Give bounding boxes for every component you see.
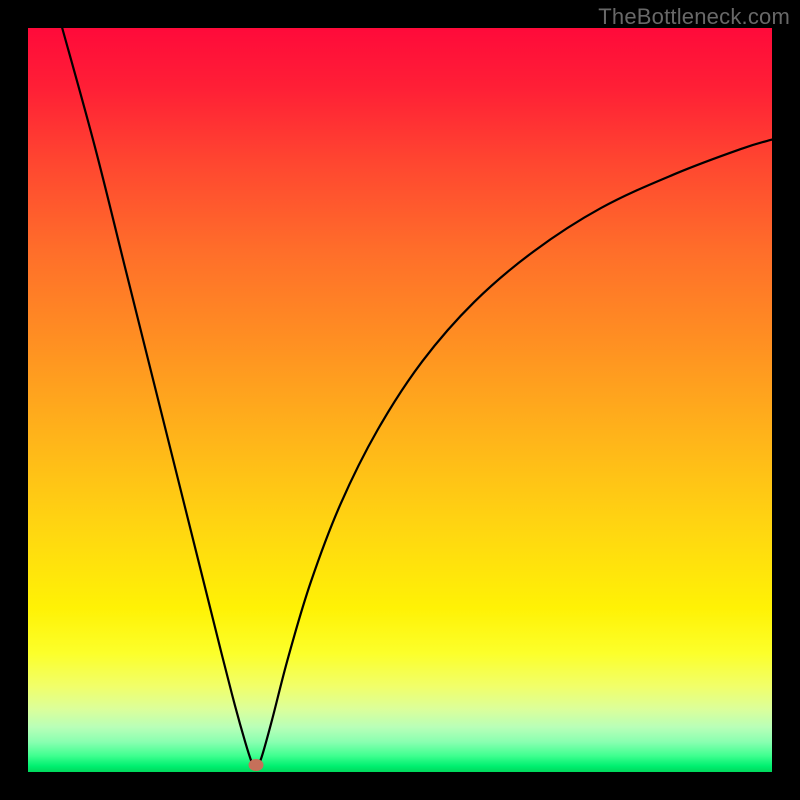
chart-container: TheBottleneck.com [0, 0, 800, 800]
optimal-point-marker [248, 759, 263, 771]
curve-layer [28, 28, 772, 772]
bottleneck-curve [62, 28, 772, 770]
watermark-text: TheBottleneck.com [598, 4, 790, 30]
plot-area [28, 28, 772, 772]
